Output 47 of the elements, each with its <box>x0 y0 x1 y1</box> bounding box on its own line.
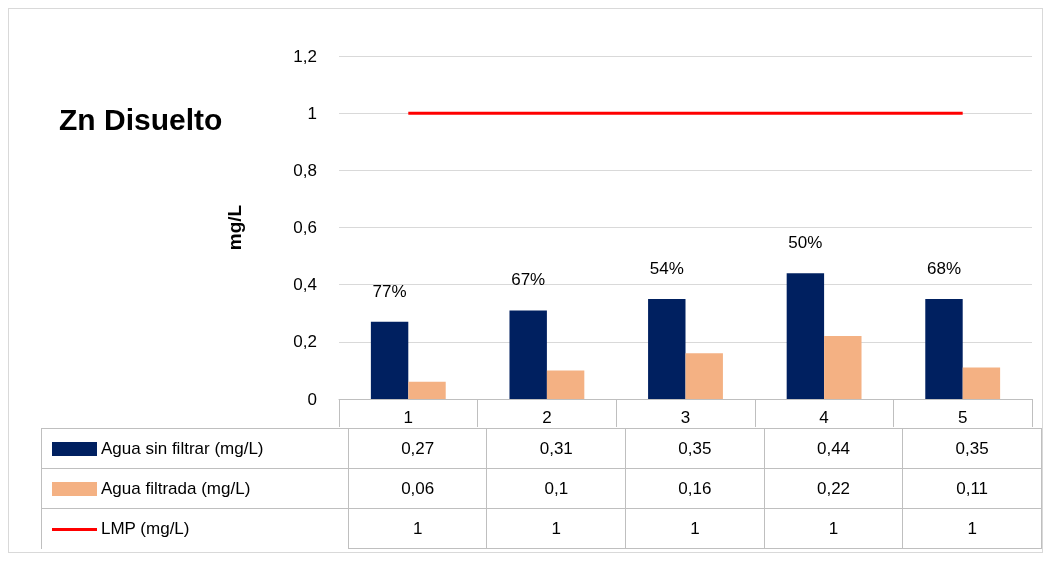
y-tick-label: 0,8 <box>293 160 317 180</box>
annotation: 54% <box>649 258 684 278</box>
y-tick-label: 0,2 <box>293 332 317 352</box>
data-label: 0,22 <box>764 468 903 509</box>
annotation: 67% <box>511 270 546 290</box>
data-label: 1 <box>348 508 487 549</box>
bar <box>509 310 547 399</box>
text: Zn Disuelto <box>59 102 223 136</box>
x-tick-label: 3 <box>680 408 691 427</box>
bar <box>925 298 963 399</box>
x-tick-label: 2 <box>542 408 552 427</box>
data-label: 0,06 <box>348 468 487 509</box>
bar <box>824 336 862 399</box>
data-label: 0,44 <box>764 428 903 469</box>
bar <box>962 367 1001 399</box>
y-tick-label: 1 <box>307 103 317 123</box>
bar <box>685 353 723 399</box>
bar <box>648 298 686 399</box>
y-axis-title: mg/L <box>224 204 245 251</box>
bar <box>546 370 585 399</box>
y-tick-label: 0 <box>307 389 317 409</box>
legend-label: LMP (mg/L) <box>41 508 349 549</box>
y-tick-label: 1,2 <box>293 46 317 66</box>
data-label: 1 <box>764 508 903 549</box>
x-tick-label: 1 <box>403 408 414 427</box>
y-tick-label: 0,4 <box>293 275 317 295</box>
data-label: 0,1 <box>486 468 626 509</box>
data-label: 1 <box>902 508 1042 549</box>
x-tick-label: 4 <box>819 408 829 427</box>
data-label: 0,35 <box>902 428 1042 469</box>
data-label: 0,35 <box>625 428 765 469</box>
annotation: 68% <box>926 258 961 278</box>
x-tick-label: 5 <box>957 408 968 427</box>
annotation: 77% <box>372 281 407 301</box>
bar <box>786 273 825 399</box>
annotation: 50% <box>788 233 823 253</box>
data-label: 0,16 <box>625 468 765 509</box>
legend-label: Agua filtrada (mg/L) <box>41 468 349 509</box>
data-label: 1 <box>625 508 765 549</box>
data-label: 0,27 <box>348 428 487 469</box>
bar <box>408 381 446 399</box>
data-label: 0,31 <box>486 428 626 469</box>
bar <box>370 321 409 399</box>
data-label: 1 <box>486 508 626 549</box>
legend-label: Agua sin filtrar (mg/L) <box>41 428 349 469</box>
data-label: 0,11 <box>902 468 1042 509</box>
y-tick-label: 0,6 <box>293 218 317 237</box>
